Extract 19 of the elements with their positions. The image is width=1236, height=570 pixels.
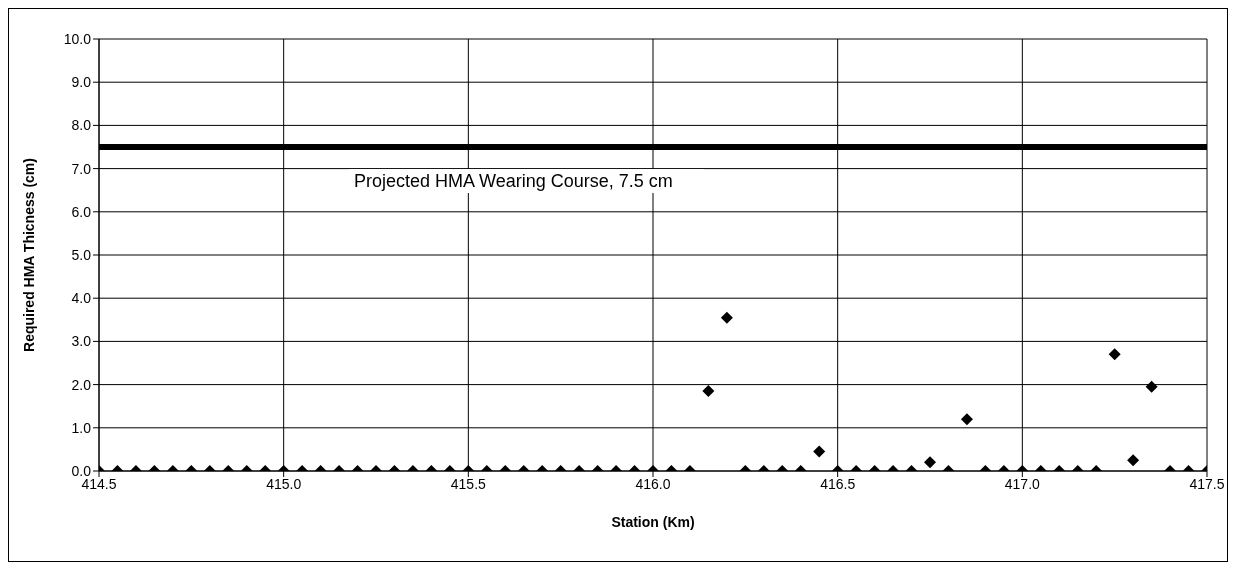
y-tick-label: 5.0 xyxy=(71,246,92,263)
x-tick-label: 417.0 xyxy=(1004,475,1041,492)
x-tick-label: 416.0 xyxy=(635,475,671,492)
y-tick-label: 8.0 xyxy=(71,117,92,134)
x-tick-label: 415.0 xyxy=(266,475,302,492)
x-tick-label: 417.5 xyxy=(1189,475,1225,492)
y-tick-label: 10.0 xyxy=(63,30,92,47)
x-tick-label: 416.5 xyxy=(820,475,856,492)
y-tick-label: 7.0 xyxy=(71,160,92,177)
x-tick-label: 415.5 xyxy=(450,475,487,492)
y-tick-label: 3.0 xyxy=(71,333,92,350)
ref-line-label: Projected HMA Wearing Course, 7.5 cm xyxy=(354,171,673,191)
y-tick-label: 2.0 xyxy=(71,376,92,393)
x-axis-title: Station (Km) xyxy=(611,514,695,530)
y-tick-label: 9.0 xyxy=(71,74,92,91)
y-tick-label: 1.0 xyxy=(71,419,92,436)
y-tick-label: 4.0 xyxy=(71,290,92,307)
y-tick-label: 6.0 xyxy=(71,203,92,220)
y-axis-title: Required HMA Thicness (cm) xyxy=(20,158,37,352)
